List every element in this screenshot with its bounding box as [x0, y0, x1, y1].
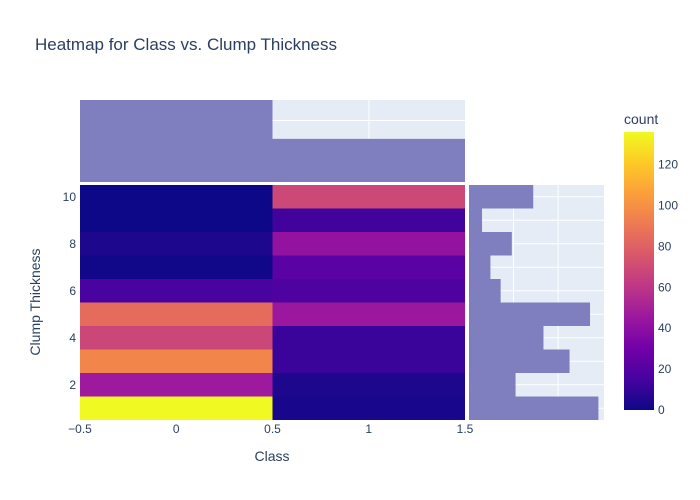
- heatmap-cells: [80, 185, 465, 420]
- x-tick-label: 1.5: [457, 422, 474, 436]
- heatmap-cell: [80, 326, 273, 350]
- y-tick-label: 2: [69, 378, 76, 392]
- y-axis-title: Clump Thickness: [27, 248, 43, 355]
- heatmap-cell: [272, 373, 465, 397]
- heatmap-cell: [80, 373, 273, 397]
- marginal-bar-right: [469, 396, 599, 420]
- heatmap-cell: [272, 185, 465, 209]
- heatmap-cell: [272, 279, 465, 303]
- marginal-bar-right: [469, 232, 512, 256]
- right-marginal-histogram: [469, 185, 604, 420]
- x-axis-title: Class: [254, 448, 289, 464]
- heatmap-cell: [80, 279, 273, 303]
- x-tick-label: 1: [365, 422, 372, 436]
- heatmap-cell: [80, 302, 273, 326]
- top-marginal-histogram: [80, 100, 465, 182]
- x-axis-ticks: −0.5 0 0.5 1 1.5: [68, 422, 474, 436]
- colorbar-ticks: 0 20 40 60 80 100 120: [658, 158, 678, 417]
- marginal-bar-right: [469, 208, 483, 232]
- colorbar-title: count: [624, 111, 658, 127]
- heatmap-cell: [80, 349, 273, 373]
- heatmap-cell: [80, 208, 273, 232]
- marginal-bar-right: [469, 326, 544, 350]
- marginal-bar-top: [272, 138, 465, 182]
- y-tick-label: 10: [63, 190, 77, 204]
- x-tick-label: −0.5: [68, 422, 92, 436]
- marginal-bar-right: [469, 279, 501, 303]
- heatmap-cell: [80, 185, 273, 209]
- marginal-bar-right: [469, 349, 570, 373]
- y-tick-label: 6: [69, 284, 76, 298]
- colorbar-tick-label: 0: [658, 403, 665, 417]
- marginal-bar-right: [469, 302, 591, 326]
- heatmap-cell: [272, 208, 465, 232]
- heatmap-cell: [272, 232, 465, 256]
- heatmap-cell: [80, 396, 273, 420]
- marginal-bar-top: [80, 100, 273, 182]
- heatmap-cell: [272, 326, 465, 350]
- colorbar-tick-label: 20: [658, 362, 672, 376]
- colorbar-tick-label: 60: [658, 280, 672, 294]
- x-tick-label: 0: [173, 422, 180, 436]
- y-tick-label: 8: [69, 237, 76, 251]
- heatmap-cell: [272, 349, 465, 373]
- y-tick-label: 4: [69, 331, 76, 345]
- heatmap-cell: [272, 396, 465, 420]
- x-tick-label: 0.5: [264, 422, 281, 436]
- heatmap-cell: [272, 302, 465, 326]
- colorbar: [624, 132, 654, 410]
- colorbar-tick-label: 80: [658, 239, 672, 253]
- chart-title: Heatmap for Class vs. Clump Thickness: [35, 35, 337, 54]
- colorbar-tick-label: 100: [658, 199, 678, 213]
- colorbar-tick-label: 40: [658, 321, 672, 335]
- marginal-bar-right: [469, 185, 534, 209]
- marginal-bar-right: [469, 373, 516, 397]
- heatmap-cell: [80, 232, 273, 256]
- y-axis-ticks: 2 4 6 8 10: [63, 190, 77, 392]
- marginal-bar-right: [469, 255, 491, 279]
- colorbar-tick-label: 120: [658, 158, 678, 172]
- heatmap-cell: [80, 255, 273, 279]
- heatmap-cell: [272, 255, 465, 279]
